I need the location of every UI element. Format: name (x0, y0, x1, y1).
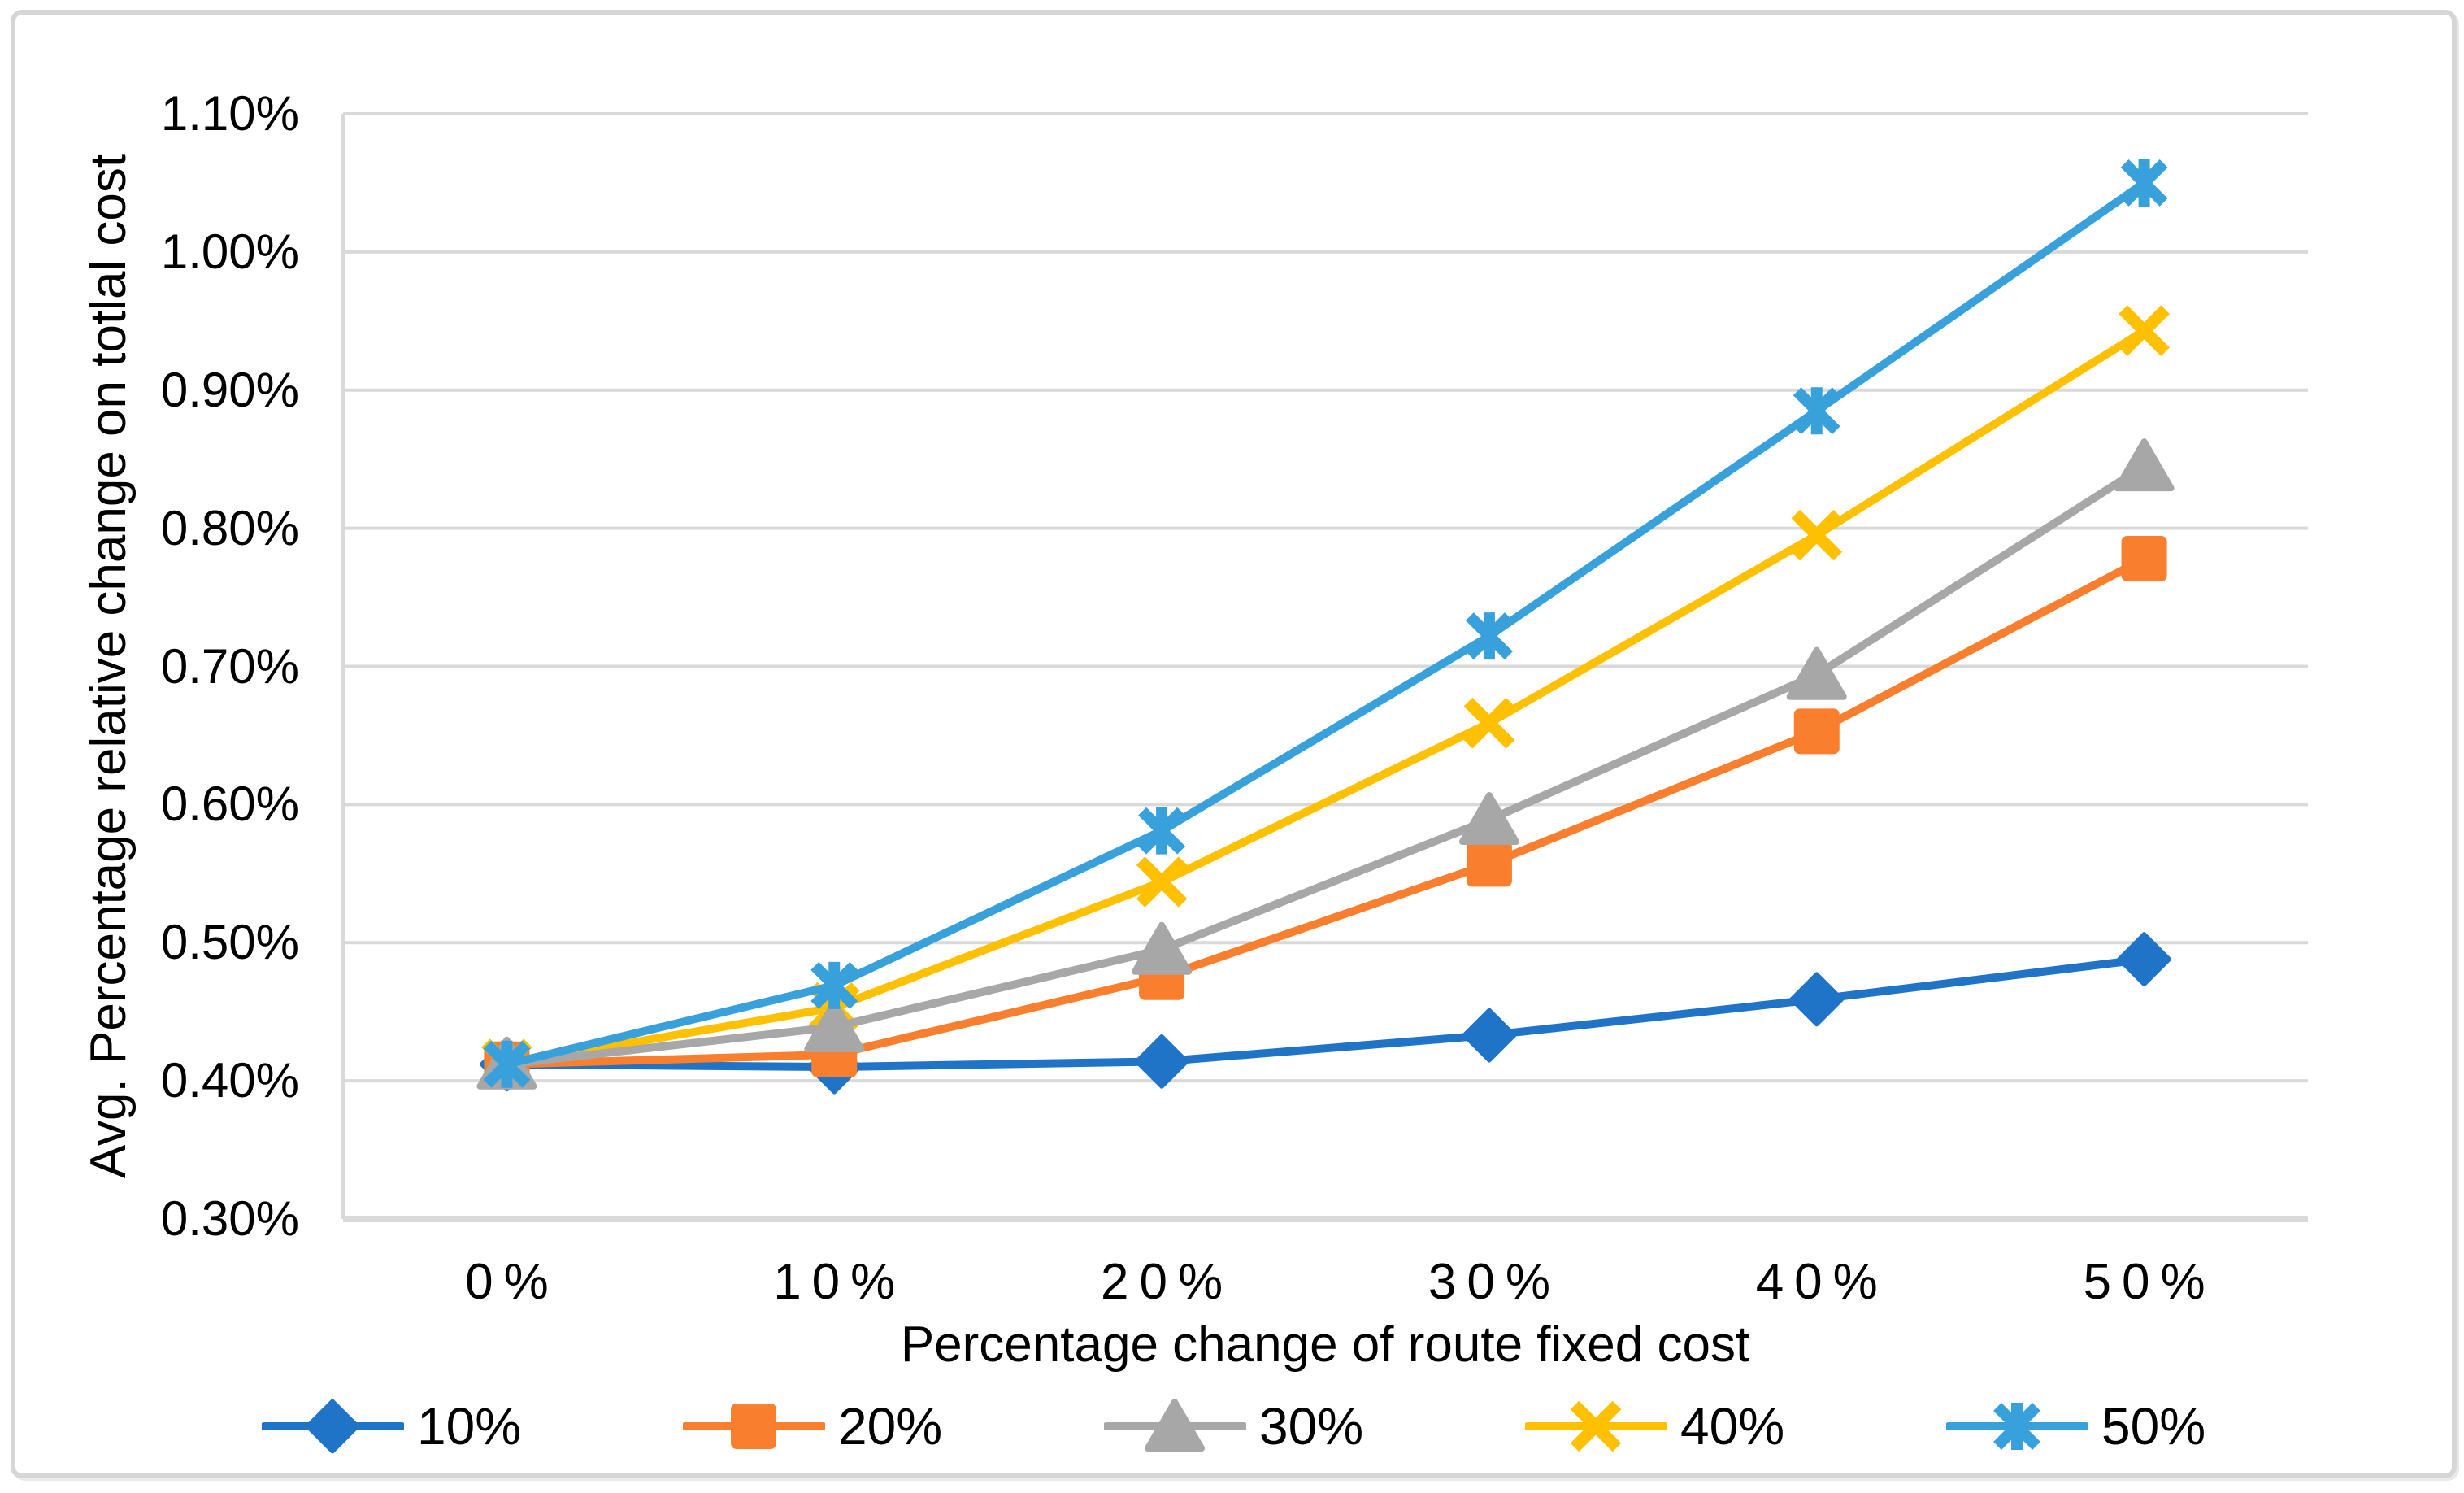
legend-marker-triangle-icon (1104, 1399, 1246, 1452)
legend-label: 30% (1259, 1397, 1364, 1456)
legend-item-30%: 30% (1104, 1387, 1363, 1465)
x-tick-label: 20% (1101, 1254, 1234, 1310)
legend-marker-square-icon (683, 1404, 825, 1449)
marker-diamond (1134, 1034, 1189, 1089)
marker-triangle (1458, 792, 1519, 846)
marker-square (1466, 841, 1512, 887)
y-tick-label: 0.70% (160, 638, 299, 694)
legend-label: 10% (417, 1397, 522, 1456)
y-axis-title: Avg. Percentage relative change on totla… (80, 153, 137, 1179)
marker-diamond (1462, 1008, 1517, 1063)
marker-x (1570, 1400, 1622, 1452)
x-tick-label: 40% (1755, 1254, 1888, 1310)
marker-diamond (2117, 932, 2172, 987)
y-tick-label: 0.50% (160, 915, 299, 970)
y-tick-label: 0.30% (160, 1191, 299, 1246)
marker-x (1463, 697, 1515, 749)
x-tick-label: 10% (773, 1254, 906, 1310)
marker-diamond (1789, 972, 1845, 1027)
legend-marker-x-icon (1525, 1400, 1667, 1452)
y-tick-label: 0.90% (160, 362, 299, 417)
y-tick-label: 1.10% (160, 86, 299, 141)
marker-asterisk (810, 961, 858, 1009)
marker-diamond (305, 1399, 360, 1454)
y-tick-label: 1.00% (160, 224, 299, 279)
legend-label: 40% (1680, 1397, 1785, 1456)
x-tick-label: 30% (1428, 1254, 1561, 1310)
marker-x (1136, 856, 1188, 908)
x-axis-title: Percentage change of route fixed cost (900, 1317, 1750, 1373)
legend-item-20%: 20% (683, 1387, 942, 1465)
x-tick-label: 50% (2083, 1254, 2216, 1310)
marker-asterisk (1793, 387, 1840, 435)
series-line-40% (502, 326, 2149, 1069)
marker-x (2119, 305, 2170, 357)
series-line-20% (502, 554, 2149, 1069)
marker-triangle (804, 999, 865, 1052)
marker-square (731, 1404, 776, 1449)
legend-marker-asterisk-icon (1946, 1403, 2088, 1450)
marker-triangle (1132, 921, 1193, 975)
series-line-50% (502, 178, 2149, 1069)
marker-asterisk (1138, 807, 1186, 855)
y-tick-label: 0.40% (160, 1053, 299, 1108)
legend-marker-diamond-icon (262, 1399, 404, 1454)
marker-triangle (1786, 646, 1847, 700)
series-line-10% (502, 955, 2149, 1072)
series-line-30% (502, 462, 2149, 1069)
legend-item-10%: 10% (262, 1387, 521, 1465)
legend-label: 20% (838, 1397, 943, 1456)
x-tick-label: 0% (465, 1254, 559, 1310)
marker-triangle (2114, 438, 2175, 492)
y-tick-label: 0.60% (160, 777, 299, 832)
y-tick-label: 0.80% (160, 500, 299, 555)
marker-asterisk (1465, 612, 1513, 660)
marker-asterisk (483, 1040, 531, 1088)
marker-asterisk (2120, 159, 2168, 207)
marker-square (1793, 708, 1840, 755)
marker-triangle (1145, 1399, 1205, 1452)
marker-asterisk (1993, 1403, 2040, 1450)
marker-x (1791, 509, 1843, 561)
marker-square (2121, 535, 2167, 581)
legend-item-50%: 50% (1946, 1387, 2205, 1465)
legend-label: 50% (2101, 1397, 2206, 1456)
legend-item-40%: 40% (1525, 1387, 1784, 1465)
